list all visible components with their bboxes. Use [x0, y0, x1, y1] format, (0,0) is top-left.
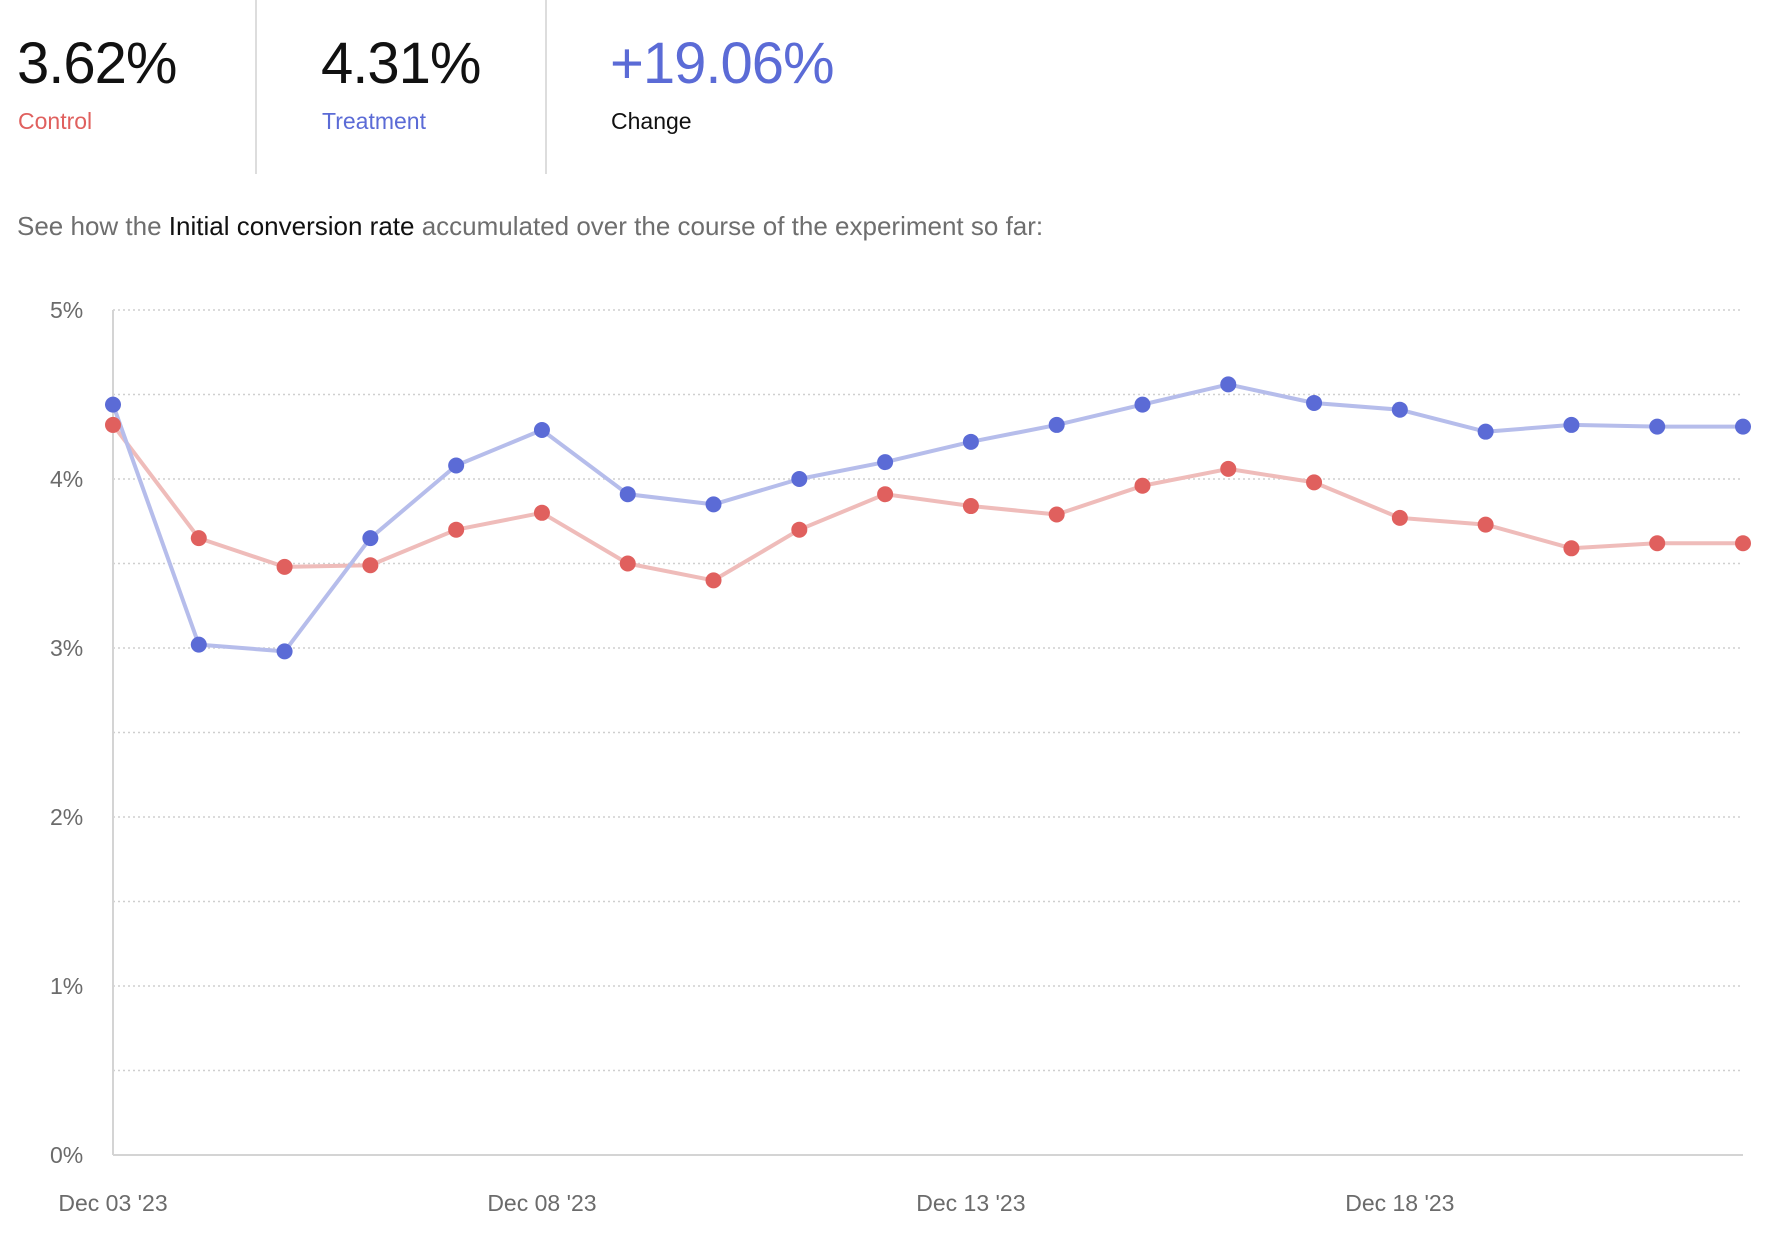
control-point	[276, 558, 293, 575]
treatment-line	[111, 382, 1745, 654]
control-value: 3.62%	[17, 31, 177, 96]
control-point	[962, 498, 979, 515]
control-point	[362, 557, 379, 574]
control-point	[1735, 535, 1751, 552]
treatment-point	[190, 636, 207, 653]
y-tick-label: 2%	[50, 804, 83, 830]
control-point	[1048, 506, 1065, 523]
intro-prefix: See how the	[17, 211, 169, 241]
treatment-point	[1048, 416, 1065, 433]
treatment-point	[105, 396, 121, 413]
control-point	[1477, 516, 1494, 533]
treatment-point	[1477, 423, 1494, 440]
treatment-label: Treatment	[322, 108, 426, 134]
control-point	[1649, 535, 1666, 552]
control-point	[1306, 474, 1323, 491]
conversion-rate-chart: 0% 1% 2% 3% 4% 5% Dec 03 '23 Dec 08 '23 Dec 13 '…	[50, 297, 1751, 1216]
y-tick-label: 3%	[50, 635, 83, 661]
treatment-point	[962, 433, 979, 450]
x-tick-label: Dec 18 '23	[1345, 1190, 1454, 1216]
change-value: +19.06%	[610, 31, 835, 96]
control-point	[105, 416, 121, 433]
y-tick-label: 1%	[50, 973, 83, 999]
control-point	[1563, 540, 1580, 557]
control-label: Control	[18, 108, 93, 134]
control-point	[1391, 509, 1408, 526]
control-point	[448, 521, 465, 538]
treatment-point	[619, 486, 636, 503]
treatment-point	[791, 471, 808, 487]
intro-suffix: accumulated over the course of the exper…	[414, 211, 1044, 241]
stat-divider	[545, 0, 547, 174]
treatment-point	[276, 643, 293, 660]
control-point	[791, 521, 808, 538]
treatment-point	[1735, 418, 1751, 435]
x-tick-label: Dec 08 '23	[487, 1190, 596, 1216]
x-tick-label: Dec 03 '23	[58, 1190, 167, 1216]
treatment-point	[1391, 401, 1408, 418]
treatment-point	[1306, 394, 1323, 411]
control-line	[111, 422, 1745, 583]
treatment-point	[877, 454, 894, 471]
control-point	[1220, 460, 1237, 477]
metric-name: Initial conversion rate	[168, 211, 415, 241]
treatment-point	[1649, 418, 1666, 435]
x-tick-label: Dec 13 '23	[916, 1190, 1025, 1216]
control-point	[1134, 477, 1151, 494]
stat-divider	[255, 0, 257, 174]
treatment-point	[705, 496, 722, 513]
y-tick-label: 4%	[50, 466, 83, 492]
control-point	[705, 572, 722, 589]
treatment-point	[1563, 416, 1580, 433]
change-label: Change	[611, 108, 692, 134]
treatment-point	[1134, 396, 1151, 413]
y-tick-label: 5%	[50, 297, 83, 323]
treatment-point	[1220, 376, 1237, 393]
summary-stats: 3.62% Control 4.31% Treatment +19.06% Ch…	[0, 0, 1774, 174]
treatment-point	[533, 421, 550, 438]
chart-description: See how the Initial conversion rate accu…	[17, 209, 1043, 243]
y-tick-label: 0%	[50, 1142, 83, 1168]
treatment-point	[362, 530, 379, 547]
control-point	[619, 555, 636, 572]
treatment-point	[448, 457, 465, 474]
control-point	[877, 486, 894, 503]
control-point	[533, 504, 550, 521]
treatment-value: 4.31%	[321, 31, 481, 96]
control-point	[190, 530, 207, 547]
